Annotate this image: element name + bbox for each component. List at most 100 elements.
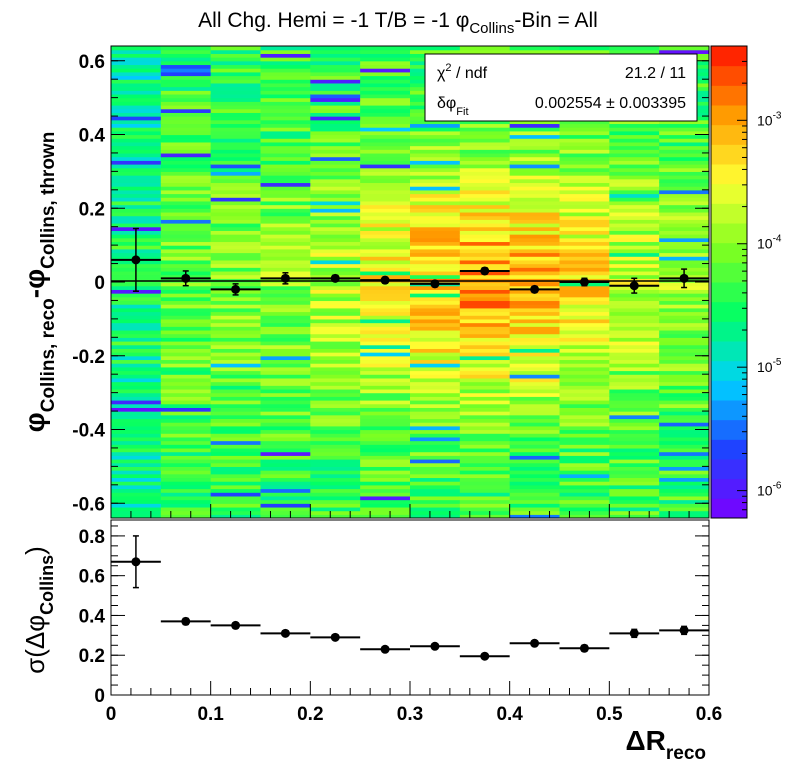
chart-title-sub: Collins — [469, 20, 514, 37]
heatmap-cell — [160, 186, 212, 191]
heatmap-cell — [111, 304, 162, 309]
heatmap-cell — [210, 455, 261, 460]
heatmap-cell — [459, 381, 511, 386]
heatmap-cell — [459, 189, 511, 195]
heatmap-cell — [659, 259, 709, 265]
heatmap-cell — [310, 193, 361, 198]
heatmap-cell — [310, 68, 361, 73]
sigma-point — [530, 638, 540, 648]
heatmap-cell — [559, 473, 610, 479]
heatmap-cell — [609, 436, 660, 442]
heatmap-cell — [160, 252, 212, 257]
heatmap-cell — [111, 215, 162, 220]
heatmap-cell — [559, 130, 610, 136]
heatmap-cell — [111, 82, 162, 88]
heatmap-cell — [410, 355, 461, 361]
heatmap-cell — [410, 49, 461, 54]
heatmap-cell — [459, 370, 511, 375]
heatmap-cell — [111, 152, 162, 158]
heatmap-cell — [160, 108, 212, 113]
heatmap-cell — [160, 119, 212, 125]
heatmap-cell — [509, 326, 560, 331]
heatmap-cell — [360, 82, 411, 88]
heatmap-cell — [260, 300, 311, 305]
heatmap-cell — [310, 359, 361, 364]
heatmap-cell — [459, 226, 511, 231]
heatmap-cell — [410, 506, 461, 512]
heatmap-cell — [260, 503, 311, 508]
heatmap-cell — [111, 49, 162, 54]
heatmap-cell — [360, 466, 411, 471]
heatmap-cell — [659, 307, 709, 313]
heatmap-cell — [509, 355, 560, 361]
heatmap-cell — [160, 392, 212, 397]
heatmap-cell — [410, 149, 461, 154]
heatmap-cell — [260, 411, 311, 416]
heatmap-cell — [210, 407, 261, 412]
heatmap-cell — [559, 123, 610, 128]
heatmap-cell — [659, 160, 709, 165]
heatmap-cell — [659, 363, 709, 368]
heatmap-cell — [659, 473, 709, 479]
heatmap-cell — [310, 388, 361, 394]
heatmap-cell — [559, 167, 610, 172]
heatmap-cell — [509, 433, 560, 438]
heatmap-cell — [260, 167, 311, 172]
heatmap-cell — [310, 119, 361, 125]
heatmap-cell — [659, 429, 709, 434]
heatmap-cell — [559, 259, 610, 265]
heatmap-cell — [160, 311, 212, 316]
heatmap-cell — [559, 352, 610, 357]
heatmap-cell — [111, 481, 162, 486]
heatmap-cell — [360, 197, 411, 202]
heatmap-cell — [459, 164, 511, 169]
heatmap-cell — [609, 392, 660, 397]
heatmap-cell — [509, 182, 560, 187]
heatmap-cell — [310, 300, 361, 305]
heatmap-cell — [459, 285, 511, 290]
heatmap-cell — [609, 241, 660, 246]
heatmap-cell — [659, 130, 709, 136]
heatmap-cell — [509, 152, 560, 158]
heatmap-cell — [559, 381, 610, 386]
heatmap-cell — [659, 171, 709, 176]
heatmap-cell — [310, 366, 361, 372]
heatmap-cell — [111, 186, 162, 191]
heatmap-cell — [360, 503, 411, 508]
heatmap-cell — [310, 138, 361, 143]
heatmap-cell — [509, 466, 560, 471]
heatmap-cell — [160, 60, 212, 66]
heatmap-cell — [559, 403, 610, 408]
heatmap-cell — [310, 105, 361, 110]
heatmap-cell — [160, 175, 212, 180]
heatmap-cell — [260, 60, 311, 66]
colorbar-tick-label: 10-3 — [757, 110, 782, 128]
heatmap-cell — [260, 385, 311, 390]
heatmap-cell — [459, 366, 511, 372]
heatmap-cell — [310, 197, 361, 202]
heatmap-cell — [410, 197, 461, 202]
heatmap-cell — [609, 377, 660, 383]
heatmap-cell — [609, 223, 660, 228]
heatmap-cell — [260, 90, 311, 95]
colorbar-segment — [711, 223, 747, 244]
heatmap-cell — [310, 230, 361, 235]
heatmap-cell — [609, 204, 660, 209]
heatmap-cell — [559, 211, 610, 217]
heatmap-cell — [509, 403, 560, 408]
heatmap-cell — [111, 178, 162, 184]
heatmap-cell — [260, 459, 311, 464]
heatmap-cell — [609, 388, 660, 394]
heatmap-cell — [509, 374, 560, 379]
heatmap-cell — [659, 466, 709, 471]
heatmap-cell — [360, 119, 411, 125]
heatmap-cell — [609, 304, 660, 309]
heatmap-cell — [459, 282, 511, 287]
heatmap-cell — [659, 418, 709, 423]
heatmap-cell — [659, 506, 709, 512]
profile-point — [579, 277, 589, 287]
heatmap-cell — [559, 49, 610, 54]
heatmap-cell — [310, 226, 361, 231]
heatmap-cell — [260, 86, 311, 91]
heatmap-cell — [559, 248, 610, 254]
